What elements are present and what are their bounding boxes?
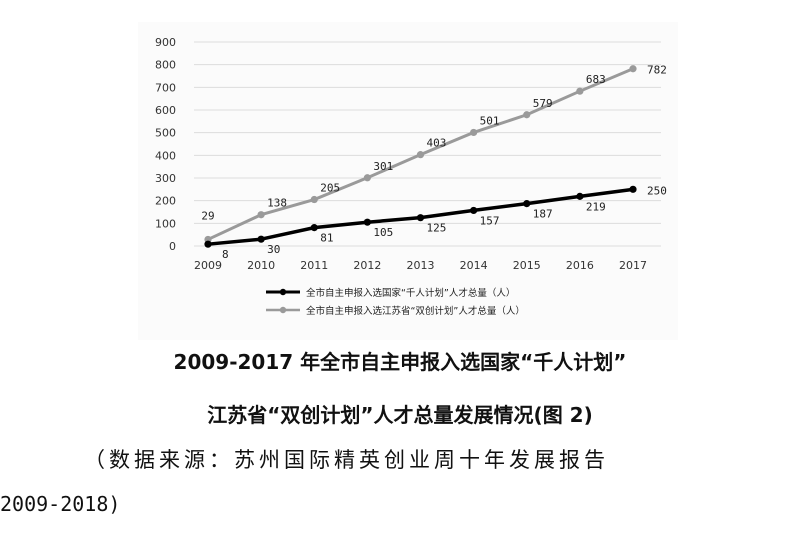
y-tick-label: 400 (155, 149, 176, 162)
data-point (204, 240, 212, 248)
data-point (310, 224, 318, 232)
y-tick-label: 300 (155, 172, 176, 185)
data-point (310, 195, 318, 204)
data-label: 403 (427, 137, 447, 150)
y-tick-label: 100 (155, 217, 176, 230)
y-tick-label: 700 (155, 81, 176, 94)
data-point (523, 111, 531, 119)
data-source-line-2: 2009-2018) (0, 492, 121, 516)
data-label: 187 (533, 208, 553, 221)
figure-caption-line-2: 江苏省“双创计划”人才总量发展情况(图 2) (207, 403, 593, 427)
data-label: 205 (320, 182, 340, 195)
data-label: 105 (373, 226, 393, 239)
data-point (363, 218, 371, 226)
data-point (416, 214, 425, 222)
line-chart: 0 100 200 300 400 500 600 700 800 900 2009 2010 2011… (155, 36, 667, 317)
data-label: 157 (480, 214, 500, 227)
data-source-line-1: （数据来源：苏州国际精英创业周十年发展报告 (84, 448, 609, 472)
data-label: 219 (586, 200, 606, 213)
legend-entry: 全市自主申报入选江苏省“双创计划”人才总量（人） (306, 305, 525, 317)
data-point (629, 185, 637, 193)
data-label: 125 (427, 222, 447, 235)
y-tick-label: 800 (155, 59, 176, 72)
data-label: 138 (267, 197, 287, 210)
x-tick-label: 2017 (619, 259, 647, 272)
data-label: 683 (586, 73, 606, 86)
data-point (629, 65, 637, 73)
data-label: 81 (320, 232, 333, 245)
x-tick-label: 2015 (513, 259, 541, 272)
figure-caption-line-1: 2009-2017 年全市自主申报入选国家“千人计划” (173, 350, 627, 374)
data-point (363, 174, 371, 182)
x-tick-label: 2012 (353, 259, 381, 272)
x-tick-label: 2014 (460, 259, 488, 272)
y-tick-label: 200 (155, 195, 176, 208)
x-tick-label: 2016 (566, 259, 594, 272)
chart-panel: 0 100 200 300 400 500 600 700 800 900 2009 2010 2011… (138, 22, 678, 340)
x-tick-label: 2011 (300, 259, 328, 272)
data-label: 8 (222, 248, 229, 261)
data-label: 782 (647, 64, 667, 77)
x-tick-label: 2009 (194, 259, 222, 272)
data-label: 29 (201, 209, 214, 222)
data-label: 250 (647, 184, 667, 197)
data-point (470, 206, 478, 215)
y-tick-label: 0 (169, 240, 176, 253)
data-point (523, 200, 531, 208)
x-tick-label: 2013 (407, 259, 435, 272)
data-point (470, 128, 478, 137)
data-label: 30 (267, 243, 280, 256)
data-point (257, 211, 265, 219)
y-tick-label: 500 (155, 127, 176, 140)
legend-entry: 全市自主申报入选国家“千人计划”人才总量（人） (306, 287, 515, 299)
data-point (416, 151, 425, 159)
x-tick-label: 2010 (247, 259, 275, 272)
data-point (257, 235, 265, 243)
data-point (576, 192, 584, 200)
y-tick-label: 600 (155, 104, 176, 117)
y-tick-label: 900 (155, 36, 176, 49)
legend-swatch-marker (279, 306, 287, 314)
data-label: 301 (373, 160, 393, 173)
data-label: 501 (480, 114, 500, 127)
data-label: 579 (533, 97, 553, 110)
legend-swatch-marker (279, 288, 287, 296)
data-point (576, 87, 584, 95)
